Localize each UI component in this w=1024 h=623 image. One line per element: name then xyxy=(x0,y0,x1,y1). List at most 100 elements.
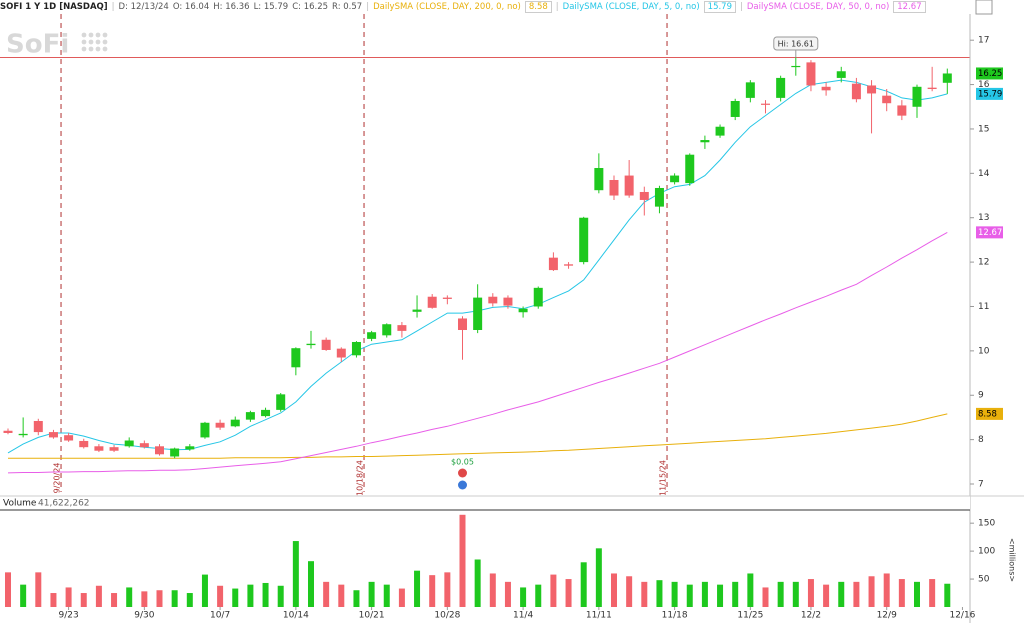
price-badge xyxy=(976,67,1003,80)
settings-icon[interactable] xyxy=(975,0,993,15)
candle-body xyxy=(306,343,316,346)
candle-body xyxy=(548,257,558,271)
candle-body xyxy=(745,82,755,98)
volume-bar xyxy=(671,581,678,607)
sma-line xyxy=(7,231,948,474)
candle-body xyxy=(791,65,801,68)
candle-body xyxy=(927,87,937,90)
candle-body xyxy=(700,140,710,143)
volume-bar xyxy=(732,581,739,607)
volume-bar xyxy=(126,587,133,607)
y-tick-label: 15 xyxy=(978,124,989,134)
y-tick-label: 7 xyxy=(978,480,984,490)
x-tick-label: 9/23 xyxy=(58,611,78,621)
candle-body xyxy=(321,339,331,350)
candle-body xyxy=(564,264,574,266)
y-tick-label: 12 xyxy=(978,258,989,268)
volume-bar xyxy=(626,576,633,607)
candle-body xyxy=(609,179,619,196)
candle-body xyxy=(230,419,240,427)
candle-body xyxy=(261,409,271,417)
volume-bar xyxy=(444,572,451,607)
volume-bar xyxy=(398,588,405,607)
sma-line xyxy=(7,79,948,454)
x-tick-label: 10/21 xyxy=(359,611,385,621)
price-badge xyxy=(976,226,1003,239)
x-tick-label: 12/2 xyxy=(801,611,821,621)
volume-bar xyxy=(414,570,421,607)
hi-callout: Hi: 16.61 xyxy=(778,40,814,49)
sma-name: DailySMA (CLOSE, DAY, 50, 0, no) xyxy=(746,2,890,12)
open: O: 16.04 xyxy=(172,2,210,12)
y-tick-label: 100 xyxy=(978,547,995,557)
volume-bar xyxy=(201,574,208,607)
volume-bar xyxy=(823,584,830,607)
candle-body xyxy=(351,341,361,356)
volume-bar xyxy=(171,590,178,607)
separator: | xyxy=(740,2,743,12)
volume-bar xyxy=(429,575,436,607)
candle-body xyxy=(412,309,422,312)
volume-bar xyxy=(247,584,254,607)
volume-bar xyxy=(550,574,557,607)
volume-bar xyxy=(141,591,148,607)
candle-body xyxy=(715,126,725,136)
candle-body xyxy=(639,191,649,200)
candle-body xyxy=(291,348,301,368)
candle-body xyxy=(3,430,13,433)
plot: 9/20/24 10/18/24 11/15/24 xyxy=(0,14,970,607)
x-tick-label: 11/4 xyxy=(513,611,533,621)
symbol: SOFI 1 Y 1D [NASDAQ] xyxy=(0,2,108,12)
volume-bar xyxy=(383,584,390,607)
volume-bar xyxy=(217,585,224,607)
y-tick-label: 14 xyxy=(978,169,990,179)
volume-bar xyxy=(747,573,754,607)
x-tick-label: 10/28 xyxy=(434,611,460,621)
candle-body xyxy=(124,440,134,447)
separator: | xyxy=(366,2,370,12)
candle-body xyxy=(533,287,543,307)
volume-bar xyxy=(232,588,239,607)
candle-body xyxy=(579,217,589,263)
y-tick-label: 13 xyxy=(978,213,989,223)
candle-body xyxy=(670,175,680,183)
volume-bar xyxy=(368,581,375,607)
price-badge-label: 8.58 xyxy=(978,409,997,419)
sma-value: 15.79 xyxy=(703,1,736,13)
volume-title: Volume xyxy=(3,499,37,509)
x-tick-label: 10/14 xyxy=(283,611,309,621)
volume-bar xyxy=(535,584,542,607)
candle-body xyxy=(458,318,467,331)
candle-body xyxy=(94,446,104,451)
close: C: 16.25 xyxy=(292,2,329,12)
volume-bar xyxy=(20,584,27,607)
volume-bar xyxy=(701,581,708,607)
candle-body xyxy=(276,394,286,410)
candle-body xyxy=(518,308,528,313)
volume-bar xyxy=(308,561,314,607)
volume-bar xyxy=(717,584,724,607)
volume-bar xyxy=(611,573,617,607)
volume-bar xyxy=(898,579,905,607)
candle-body xyxy=(776,77,786,98)
volume-last: 41,622,262 xyxy=(38,499,90,509)
candle-body xyxy=(867,85,877,94)
volume-bar xyxy=(838,581,845,607)
separator: | xyxy=(111,2,115,12)
volume-bar xyxy=(686,584,693,607)
candle-body xyxy=(473,297,483,331)
candle-body xyxy=(170,448,180,457)
volume-bar xyxy=(914,581,920,607)
x-tick-label: 12/9 xyxy=(877,611,897,621)
volume-bar xyxy=(595,548,602,607)
candle-body xyxy=(594,168,604,191)
volume-bar xyxy=(868,576,875,607)
volume-bar xyxy=(565,579,572,607)
candle-body xyxy=(806,62,816,86)
candle-body xyxy=(397,325,407,331)
volume-bar xyxy=(80,593,87,607)
earnings-icon xyxy=(458,468,467,478)
candle-body xyxy=(367,332,377,339)
candle-body xyxy=(200,422,210,438)
candle-body xyxy=(685,154,695,184)
